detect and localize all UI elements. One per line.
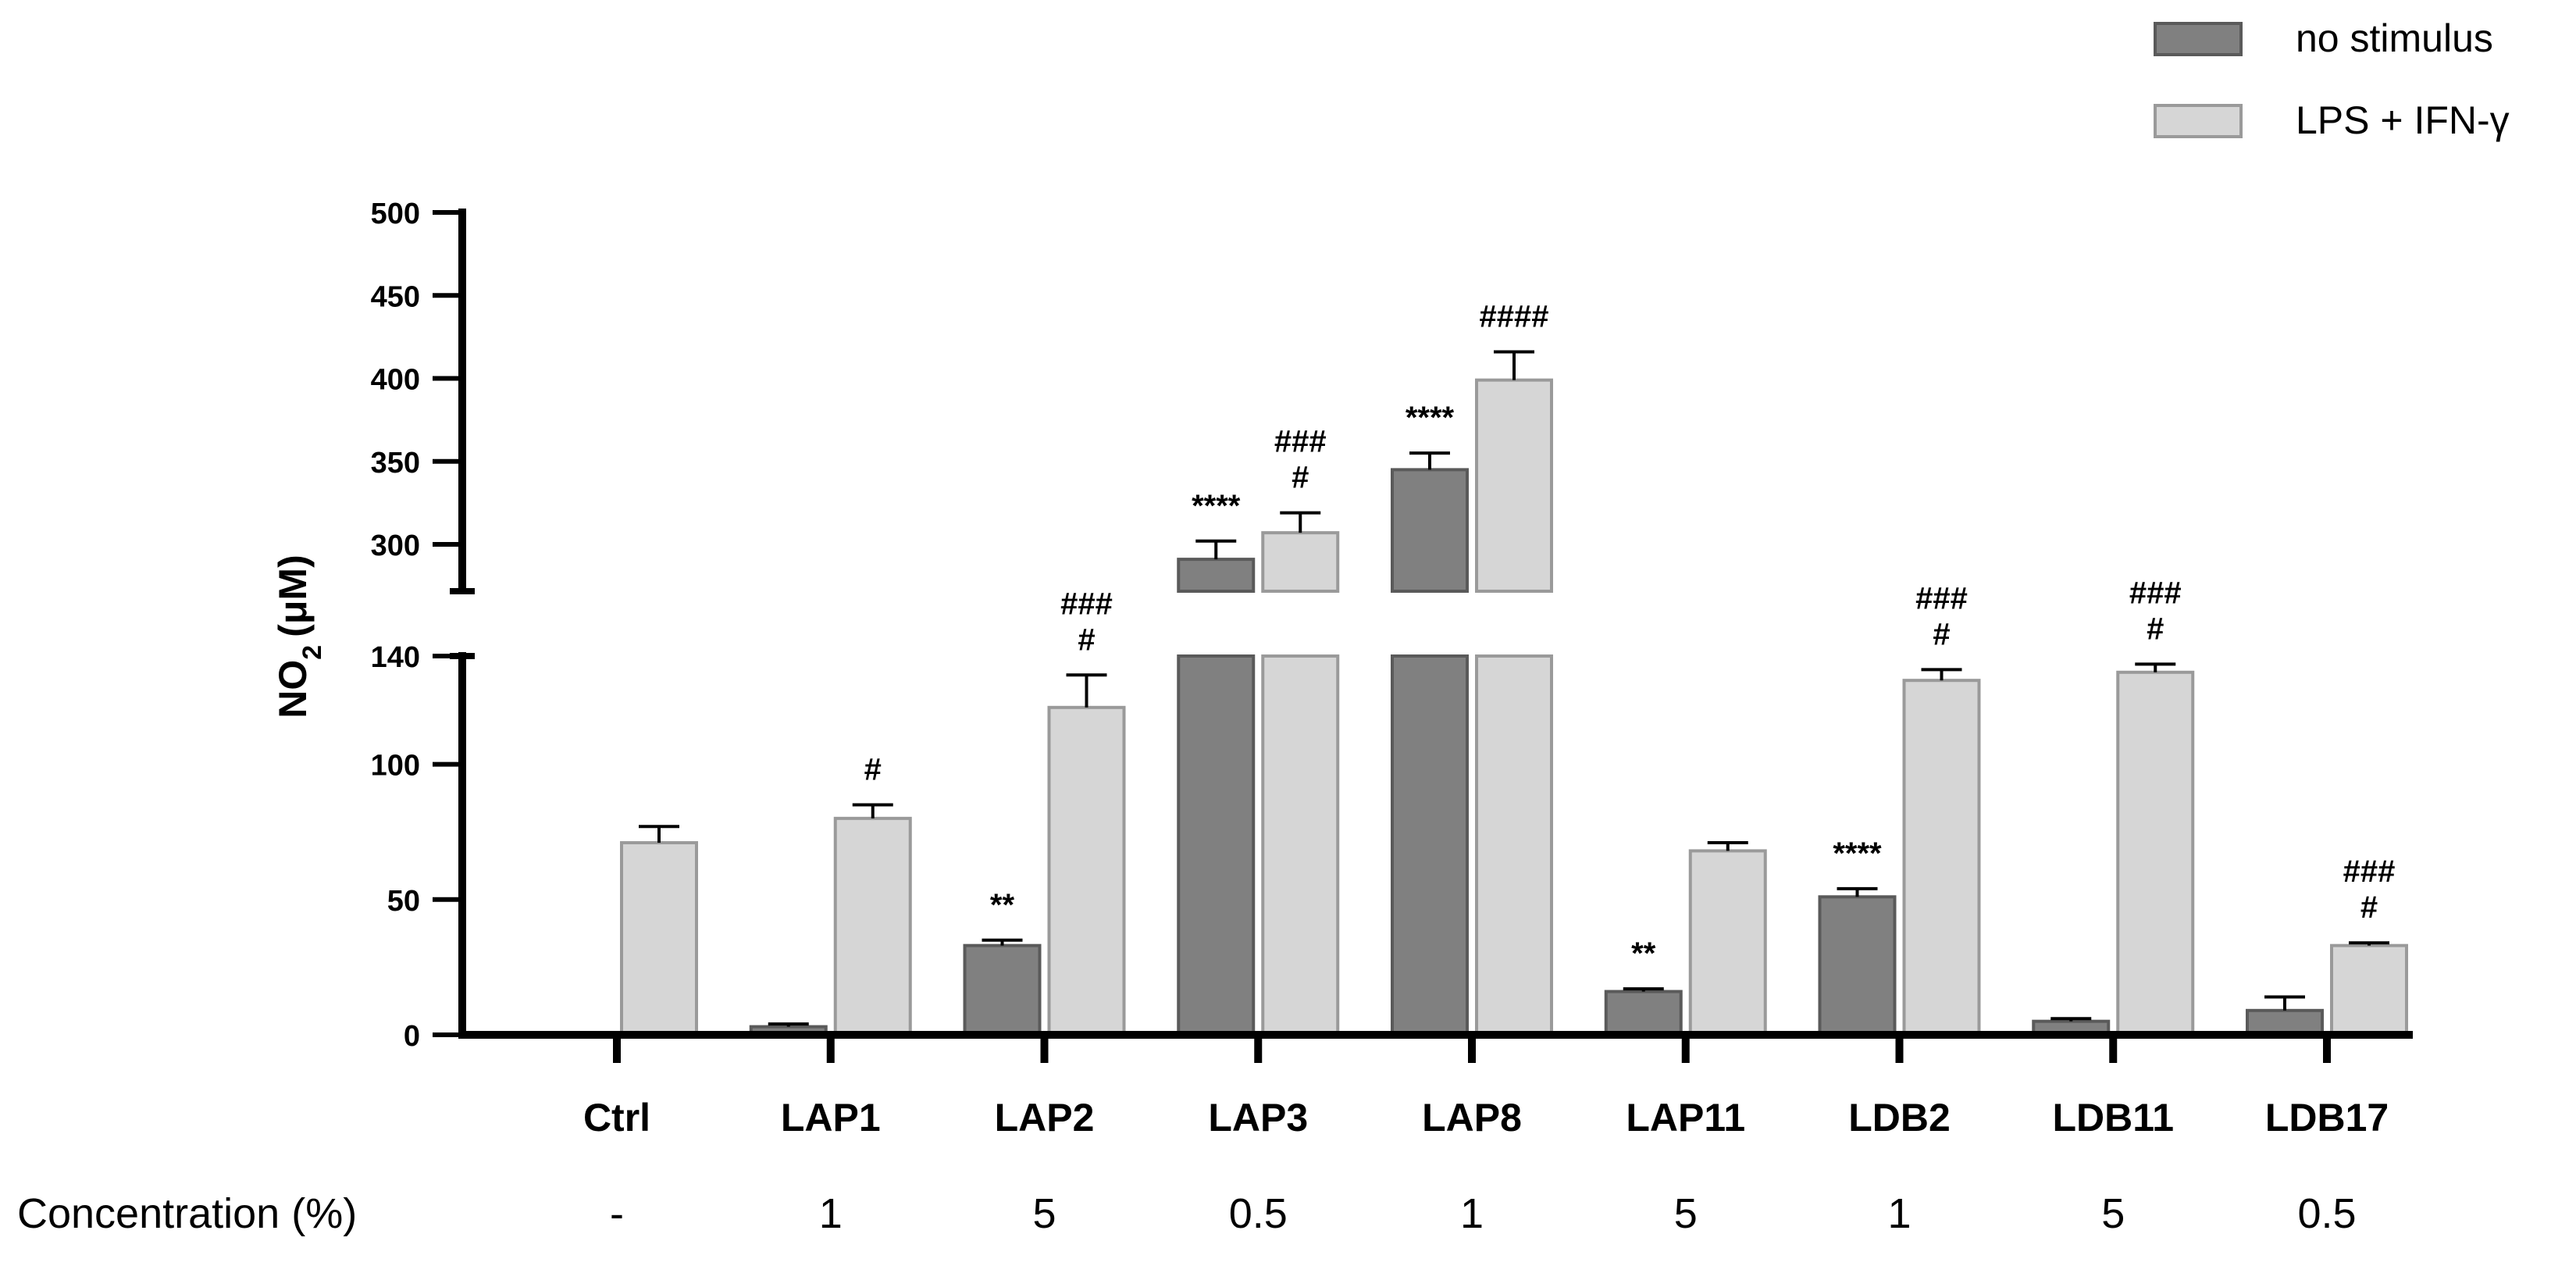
y-tick-label: 450 — [371, 280, 420, 313]
bar-lps-ifn-lap3-lower — [1261, 654, 1340, 1036]
error-bars-group — [639, 350, 2389, 1027]
bar-lps-ifn-ldb17 — [2330, 943, 2408, 1037]
significance-label: **** — [1833, 836, 1882, 871]
bar-lps-ifn-ldb11 — [2116, 670, 2195, 1036]
bar-no-stimulus-lap3-upper — [1177, 558, 1256, 593]
y-tick-label: 300 — [371, 530, 420, 562]
significance-label: ** — [1631, 936, 1656, 971]
bar-lps-ifn-ldb2 — [1902, 679, 1981, 1037]
bar-no-stimulus-lap3-lower — [1177, 654, 1256, 1036]
x-tick-label-lap8: LAP8 — [1422, 1096, 1522, 1139]
y-tick-label: 500 — [371, 198, 420, 230]
bars-group — [620, 378, 2408, 1037]
bar-lps-ifn-lap8-lower — [1475, 654, 1553, 1036]
y-axis-title: NO2(μM) — [271, 555, 327, 718]
significance-label: # — [1078, 622, 1095, 657]
y-tick-label: 140 — [371, 641, 420, 674]
significance-label: **** — [1406, 401, 1455, 435]
significance-annotations: #**####****####****####******###########… — [864, 300, 2396, 972]
significance-label: # — [2360, 890, 2378, 925]
significance-label: # — [1292, 461, 1309, 495]
significance-label: ### — [1915, 581, 1968, 615]
x-tick-label-lap3: LAP3 — [1208, 1096, 1308, 1139]
legend-label-lps-ifn: LPS + IFN-γ — [2296, 98, 2510, 142]
concentration-value: 0.5 — [2297, 1190, 2356, 1237]
bar-no-stimulus-lap2 — [963, 943, 1042, 1037]
y-axis-title-text: NO2(μM) — [271, 555, 327, 718]
significance-label: #### — [1480, 300, 1549, 334]
bar-lps-ifn-lap1 — [833, 816, 912, 1037]
bar-lps-ifn-ctrl — [620, 841, 698, 1037]
concentration-value: 1 — [819, 1190, 843, 1237]
y-tick-label: 50 — [387, 885, 420, 918]
axis-labels-group: Ctrl-LAP11LAP25LAP30.5LAP81LAP115LDB21LD… — [17, 198, 2389, 1237]
bar-no-stimulus-ldb2 — [1818, 895, 1897, 1036]
significance-label: # — [864, 753, 882, 787]
significance-label: ** — [990, 888, 1015, 922]
concentration-value: 5 — [1674, 1190, 1698, 1237]
significance-label: ### — [1060, 587, 1113, 621]
concentration-value: 1 — [1460, 1190, 1484, 1237]
significance-label: **** — [1192, 489, 1241, 523]
concentration-value: - — [610, 1190, 624, 1237]
bar-lps-ifn-lap3-upper — [1261, 531, 1340, 593]
x-tick-label-lap11: LAP11 — [1626, 1096, 1745, 1139]
concentration-value: 1 — [1887, 1190, 1911, 1237]
bar-lps-ifn-lap2 — [1047, 705, 1126, 1036]
concentration-value: 5 — [2101, 1190, 2125, 1237]
bar-no-stimulus-lap11 — [1604, 990, 1683, 1036]
significance-label: ### — [1274, 425, 1327, 459]
significance-label: # — [2147, 612, 2164, 646]
x-tick-label-ldb11: LDB11 — [2052, 1096, 2174, 1139]
bar-no-stimulus-lap8-upper — [1391, 468, 1469, 593]
concentration-value: 0.5 — [1229, 1190, 1288, 1237]
x-tick-label-lap2: LAP2 — [995, 1096, 1095, 1139]
significance-label: ### — [2129, 576, 2182, 610]
x-tick-label-lap1: LAP1 — [781, 1096, 881, 1139]
concentration-row-label: Concentration (%) — [17, 1190, 357, 1237]
bar-lps-ifn-lap11 — [1688, 849, 1767, 1037]
y-tick-label: 100 — [371, 750, 420, 783]
y-tick-label: 0 — [404, 1020, 420, 1053]
x-tick-label-ldb2: LDB2 — [1848, 1096, 1951, 1139]
legend: no stimulus LPS + IFN-γ — [2154, 16, 2510, 142]
x-tick-label-ctrl: Ctrl — [583, 1096, 650, 1139]
legend-swatch-no-stimulus — [2154, 22, 2243, 56]
legend-swatch-lps-ifn — [2154, 104, 2243, 138]
y-tick-label: 400 — [371, 364, 420, 397]
significance-label: ### — [2343, 854, 2396, 889]
y-tick-label: 350 — [371, 447, 420, 480]
concentration-value: 5 — [1032, 1190, 1056, 1237]
legend-label-no-stimulus: no stimulus — [2296, 16, 2493, 60]
bar-no-stimulus-lap8-lower — [1391, 654, 1469, 1036]
bar-lps-ifn-lap8-upper — [1475, 378, 1553, 593]
significance-label: # — [1933, 617, 1950, 651]
axes-group — [433, 209, 2413, 1063]
x-tick-label-ldb17: LDB17 — [2265, 1096, 2389, 1139]
